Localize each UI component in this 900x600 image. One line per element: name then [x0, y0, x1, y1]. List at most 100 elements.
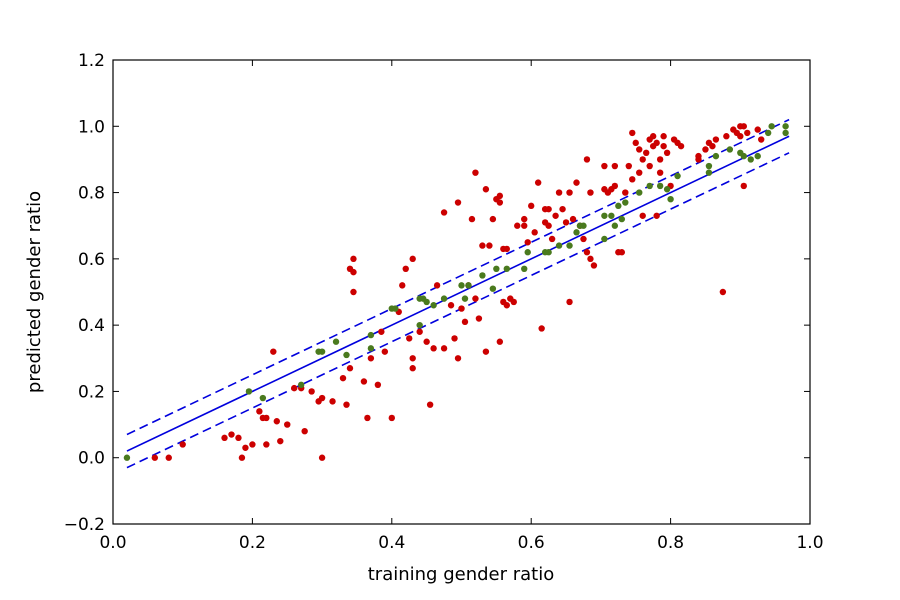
data-point	[629, 129, 636, 137]
data-point	[524, 239, 531, 246]
data-point	[583, 249, 591, 256]
data-point	[636, 189, 643, 196]
data-point	[301, 428, 308, 435]
data-point	[580, 222, 587, 229]
data-point	[764, 129, 772, 137]
data-point	[545, 249, 552, 256]
data-point	[430, 302, 437, 309]
data-point	[660, 133, 667, 140]
plot-frame	[112, 59, 811, 525]
data-point	[521, 265, 528, 272]
data-point	[521, 215, 528, 223]
data-point	[367, 331, 375, 339]
data-point	[629, 176, 636, 183]
data-point	[587, 189, 594, 196]
data-point	[615, 202, 622, 210]
data-point	[475, 315, 483, 322]
data-point	[531, 229, 538, 236]
data-point	[493, 265, 500, 272]
data-point	[590, 262, 598, 269]
data-point	[406, 335, 413, 342]
data-point	[705, 169, 713, 176]
data-point	[622, 199, 629, 206]
data-point	[660, 142, 667, 150]
data-point	[656, 182, 664, 190]
data-point	[653, 139, 660, 147]
data-point	[479, 242, 486, 249]
data-point	[447, 302, 455, 309]
y-tick-label: 1.2	[78, 51, 105, 71]
data-point	[489, 215, 497, 223]
data-point	[555, 242, 563, 249]
data-point	[723, 133, 730, 140]
data-point	[472, 169, 479, 176]
y-tick-label: 0.6	[78, 250, 105, 270]
data-point	[632, 139, 639, 147]
data-point	[381, 348, 389, 355]
data-point	[569, 215, 577, 223]
data-point	[472, 295, 479, 302]
data-point	[360, 378, 368, 385]
data-point	[496, 199, 504, 206]
data-point	[426, 401, 434, 408]
data-point	[712, 136, 720, 143]
y-axis-label: predicted gender ratio	[24, 191, 45, 393]
data-point	[611, 222, 619, 229]
data-point	[228, 431, 235, 438]
data-point	[489, 285, 497, 292]
data-point	[284, 421, 291, 428]
data-point	[503, 302, 511, 309]
data-point	[782, 123, 789, 130]
data-point	[611, 162, 619, 170]
data-point	[165, 454, 172, 461]
data-point	[430, 345, 437, 352]
data-point	[552, 212, 559, 219]
data-point	[461, 318, 469, 326]
data-point	[646, 182, 653, 190]
x-axis-label: training gender ratio	[368, 564, 555, 585]
data-point	[270, 348, 277, 355]
data-point	[608, 212, 615, 219]
y-tick-label: −0.2	[64, 515, 105, 535]
data-point	[674, 172, 681, 180]
data-point	[433, 282, 441, 289]
data-point	[409, 255, 416, 263]
data-point	[249, 441, 256, 448]
data-point	[559, 205, 566, 213]
data-point	[242, 444, 249, 451]
data-point	[566, 298, 573, 306]
data-point	[256, 408, 263, 415]
data-point	[329, 398, 336, 405]
band-line	[126, 118, 790, 436]
data-point	[737, 133, 744, 140]
data-point	[601, 162, 608, 170]
data-point	[639, 212, 646, 219]
data-point	[245, 388, 253, 395]
data-point	[339, 374, 347, 382]
data-point	[747, 156, 754, 163]
data-point	[416, 328, 423, 335]
data-point	[496, 338, 504, 345]
data-point	[346, 365, 354, 372]
data-point	[367, 355, 375, 362]
data-point	[521, 222, 528, 229]
data-point	[179, 441, 186, 448]
y-tick-label: 0.8	[78, 184, 105, 204]
data-point	[440, 345, 448, 352]
data-point	[649, 133, 657, 140]
data-point	[123, 454, 131, 461]
data-point	[709, 142, 716, 150]
x-tick-label: 0.6	[518, 533, 545, 553]
data-point	[712, 152, 720, 160]
data-point	[259, 394, 267, 402]
data-point	[343, 401, 350, 408]
data-point	[235, 434, 242, 442]
data-point	[541, 205, 549, 213]
data-point	[625, 162, 632, 170]
data-point	[740, 182, 747, 190]
fit-lines	[126, 118, 790, 469]
data-point	[451, 335, 458, 342]
data-point	[514, 222, 521, 229]
data-point	[277, 437, 284, 445]
data-point	[392, 305, 399, 312]
